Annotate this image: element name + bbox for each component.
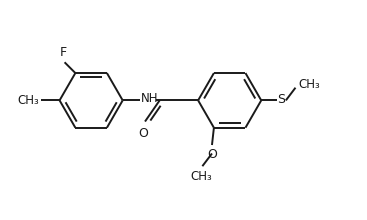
Text: O: O <box>138 127 148 140</box>
Text: NH: NH <box>141 92 159 105</box>
Text: CH₃: CH₃ <box>190 170 212 183</box>
Text: CH₃: CH₃ <box>17 94 39 107</box>
Text: O: O <box>207 148 217 161</box>
Text: CH₃: CH₃ <box>299 78 320 91</box>
Text: F: F <box>59 46 66 59</box>
Text: S: S <box>277 93 286 106</box>
